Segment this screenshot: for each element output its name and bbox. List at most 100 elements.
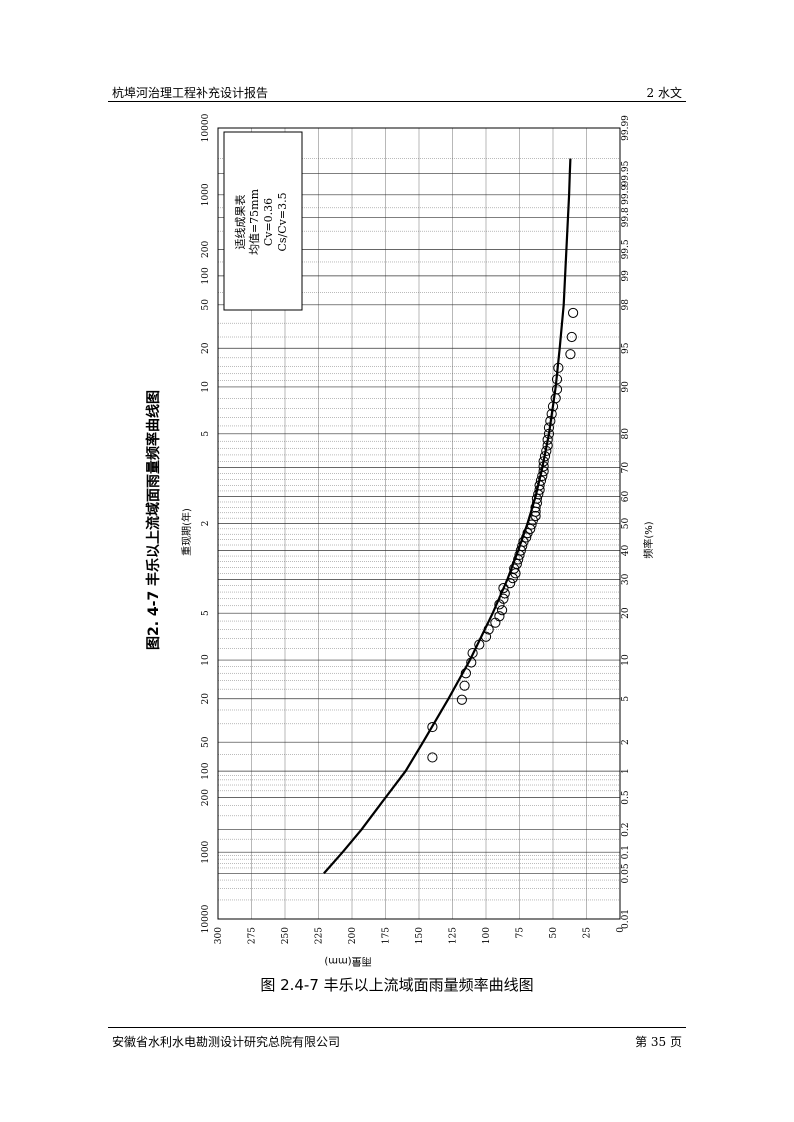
value-tick-label: 200 bbox=[348, 927, 358, 944]
rotated-figure-title: 图2. 4-7 丰乐以上流域面雨量频率曲线图 bbox=[145, 390, 162, 650]
legend-frame bbox=[223, 131, 303, 311]
observed-data-point bbox=[460, 668, 471, 679]
frequency-tick-label: 20 bbox=[621, 607, 631, 619]
observed-data-point bbox=[494, 599, 505, 610]
return-period-tick-label: 2 bbox=[201, 521, 211, 527]
legend-line: 均值=75mm bbox=[248, 188, 261, 255]
legend-box: 适线成果表 均值=75mm Cv=0.36 Cs/Cv=3.5 bbox=[223, 131, 303, 311]
value-tick-label: 75 bbox=[516, 927, 526, 939]
observed-data-point bbox=[521, 532, 532, 543]
frequency-tick-label: 99.5 bbox=[621, 239, 631, 259]
observed-data-point bbox=[511, 558, 522, 570]
frequency-tick-label: 99.9 bbox=[621, 185, 631, 205]
return-period-tick-label: 20 bbox=[201, 693, 211, 705]
observed-data-point bbox=[545, 415, 556, 427]
value-tick-label: 25 bbox=[583, 927, 593, 939]
observed-data-point bbox=[456, 694, 467, 705]
value-tick-label: 175 bbox=[382, 927, 392, 944]
value-tick-label: 100 bbox=[482, 927, 492, 944]
observed-data-point bbox=[494, 611, 505, 622]
x-axis-label: 频率(%) bbox=[642, 521, 655, 558]
observed-data-point bbox=[534, 480, 545, 491]
observed-data-point bbox=[551, 374, 563, 385]
value-tick-label: 0 bbox=[616, 927, 626, 933]
chapter-header: 2 水文 bbox=[646, 86, 682, 100]
observed-data-point bbox=[535, 475, 547, 486]
observed-data-point bbox=[553, 362, 564, 373]
frequency-tick-label: 95 bbox=[621, 342, 631, 354]
observed-data-point bbox=[539, 451, 551, 462]
return-period-tick-label: 1000 bbox=[201, 183, 211, 206]
observed-data-point bbox=[498, 593, 509, 604]
report-title-header: 杭埠河治理工程补充设计报告 bbox=[112, 86, 269, 100]
frequency-tick-label: 60 bbox=[621, 491, 631, 503]
frequency-tick-label: 70 bbox=[621, 462, 631, 474]
observed-data-point bbox=[427, 721, 438, 733]
observed-data-point bbox=[542, 440, 553, 451]
value-tick-label: 300 bbox=[214, 927, 224, 944]
observed-data-point bbox=[507, 573, 518, 584]
value-tick-label: 250 bbox=[281, 927, 291, 944]
observed-data-point bbox=[496, 605, 508, 616]
figure-caption: 图 2.4-7 丰乐以上流域面雨量频率曲线图 bbox=[260, 976, 534, 994]
frequency-tick-label: 0.1 bbox=[621, 845, 631, 859]
observed-data-point bbox=[498, 583, 509, 594]
return-period-tick-label: 10000 bbox=[201, 904, 211, 933]
observed-data-point bbox=[538, 461, 549, 472]
observed-data-point bbox=[565, 349, 576, 360]
frequency-tick-label: 0.5 bbox=[621, 790, 631, 805]
frequency-tick-label: 99.8 bbox=[621, 207, 631, 227]
observed-data-point bbox=[568, 307, 579, 319]
legend-line: Cv=0.36 bbox=[262, 198, 275, 246]
observed-data-point bbox=[538, 466, 549, 477]
return-period-tick-label: 1000 bbox=[201, 840, 211, 863]
observed-data-point bbox=[427, 752, 438, 763]
frequency-tick-label: 99 bbox=[621, 270, 631, 282]
frequency-tick-label: 2 bbox=[621, 739, 631, 745]
observed-data-point bbox=[541, 445, 552, 457]
header-rule bbox=[108, 101, 686, 102]
frequency-tick-label: 99.99 bbox=[621, 115, 631, 141]
return-period-tick-label: 5 bbox=[201, 610, 211, 616]
frequency-tick-label: 5 bbox=[621, 696, 631, 702]
value-tick-label: 50 bbox=[549, 927, 559, 939]
return-period-tick-label: 5 bbox=[201, 431, 211, 437]
frequency-tick-label: 50 bbox=[621, 518, 631, 530]
observed-data-point bbox=[499, 588, 510, 599]
return-period-tick-label: 50 bbox=[201, 736, 211, 748]
legend-line: Cs/Cv=3.5 bbox=[276, 192, 289, 251]
return-period-tick-label: 100 bbox=[201, 762, 211, 779]
observed-data-point bbox=[526, 519, 537, 530]
value-tick-label: 125 bbox=[449, 927, 459, 944]
return-period-tick-label: 200 bbox=[201, 241, 211, 258]
observed-points-layer bbox=[427, 307, 579, 763]
frequency-tick-label: 80 bbox=[621, 428, 631, 440]
observed-data-point bbox=[543, 422, 555, 433]
return-period-tick-label: 20 bbox=[201, 342, 211, 354]
frequency-tick-label: 40 bbox=[621, 544, 631, 556]
value-tick-label: 150 bbox=[415, 927, 425, 944]
observed-data-point bbox=[517, 541, 528, 552]
observed-data-point bbox=[546, 408, 557, 420]
return-period-axis-label: 重现期(年) bbox=[180, 508, 193, 556]
frequency-tick-label: 0.01 bbox=[621, 909, 631, 929]
return-period-tick-label: 10 bbox=[201, 381, 211, 393]
observed-data-point bbox=[530, 510, 541, 522]
return-period-tick-label: 200 bbox=[201, 789, 211, 806]
frequency-tick-label: 90 bbox=[621, 381, 631, 393]
observed-data-point bbox=[459, 680, 470, 691]
frequency-tick-label: 0.2 bbox=[621, 823, 631, 837]
plot-frame bbox=[217, 127, 621, 920]
return-period-tick-label: 10000 bbox=[201, 113, 211, 142]
legend-line: 适线成果表 bbox=[233, 195, 247, 250]
frequency-tick-label: 10 bbox=[621, 654, 631, 666]
observed-data-point bbox=[566, 331, 577, 343]
axis-ticks: 0.010.050.10.20.512510203040506070809095… bbox=[201, 113, 631, 944]
observed-data-point bbox=[474, 639, 485, 650]
frequency-tick-label: 98 bbox=[621, 299, 631, 311]
observed-data-point bbox=[480, 631, 492, 642]
observed-data-point bbox=[483, 624, 494, 635]
frequency-tick-label: 30 bbox=[621, 573, 631, 585]
observed-data-point bbox=[505, 577, 516, 589]
